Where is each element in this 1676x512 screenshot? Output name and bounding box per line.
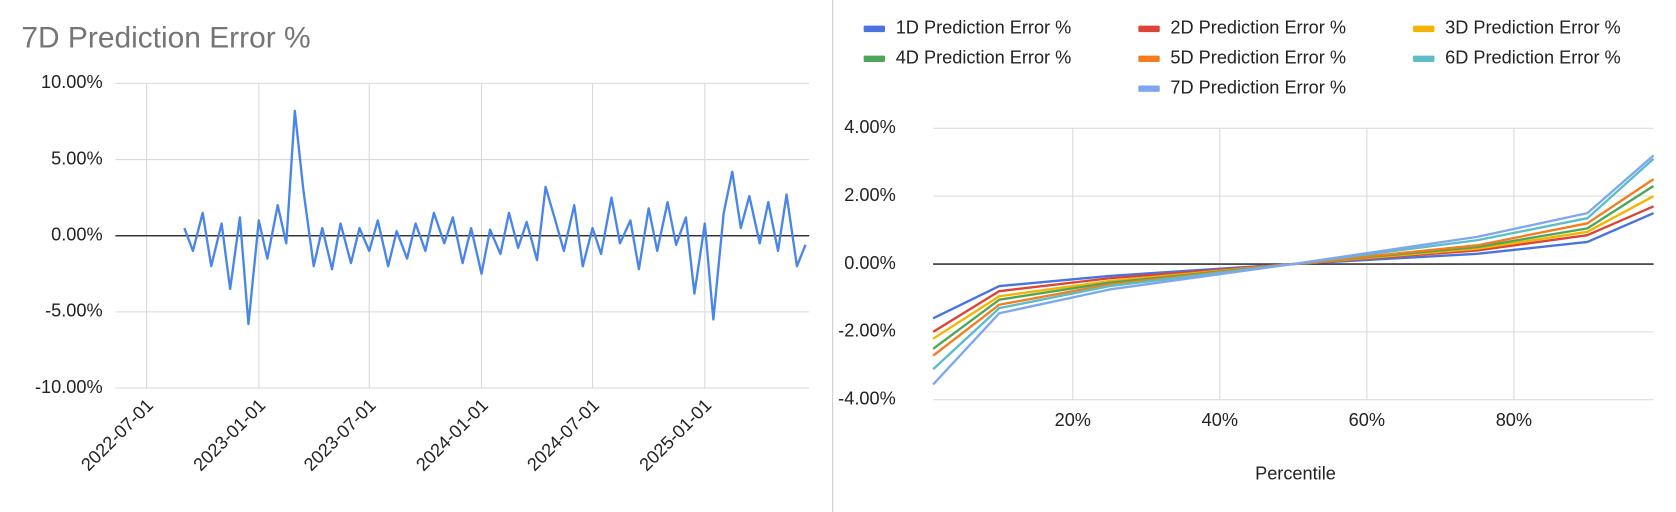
data-line	[932, 205, 1655, 333]
data-line	[183, 109, 807, 326]
x-tick-label: 2023-07-01	[300, 395, 380, 475]
legend-swatch	[863, 55, 886, 62]
legend-swatch	[1138, 55, 1160, 62]
x-tick-label: 40%	[1202, 410, 1238, 430]
y-tick-label: 2.00%	[844, 185, 895, 205]
x-tick-label: 60%	[1349, 410, 1385, 430]
y-tick-label: 5.00%	[51, 148, 102, 168]
y-tick-label: -2.00%	[838, 321, 896, 341]
x-tick-label: 80%	[1496, 410, 1532, 430]
legend-label: 3D Prediction Error %	[1445, 18, 1621, 38]
y-tick-label: -5.00%	[45, 301, 103, 321]
chart-title: 7D Prediction Error %	[21, 21, 310, 54]
y-tick-label: 0.00%	[844, 253, 895, 273]
x-tick-label: 2023-01-01	[189, 395, 269, 475]
legend-swatch	[1138, 85, 1160, 92]
data-line	[932, 184, 1655, 350]
legend-swatch	[1413, 25, 1435, 33]
data-line	[932, 154, 1655, 386]
y-tick-label: 0.00%	[51, 224, 102, 244]
data-line	[932, 195, 1655, 340]
x-tick-label: 2022-07-01	[77, 395, 157, 475]
data-line	[932, 212, 1655, 320]
legend-label: 1D Prediction Error %	[896, 18, 1072, 38]
legend-label: 7D Prediction Error %	[1170, 78, 1346, 98]
legend-label: 6D Prediction Error %	[1445, 48, 1621, 68]
x-tick-label: 20%	[1055, 410, 1091, 430]
legend-label: 4D Prediction Error %	[896, 48, 1072, 68]
legend-swatch	[1138, 25, 1160, 33]
legend-label: 5D Prediction Error %	[1170, 48, 1346, 68]
x-axis-label: Percentile	[1255, 463, 1336, 483]
y-tick-label: 10.00%	[41, 72, 103, 92]
y-tick-label: -10.00%	[35, 377, 103, 397]
y-tick-label: -4.00%	[838, 389, 896, 409]
y-tick-label: 4.00%	[844, 117, 895, 137]
x-tick-label: 2024-07-01	[523, 395, 603, 475]
x-tick-label: 2025-01-01	[635, 395, 715, 475]
legend-swatch	[863, 25, 886, 33]
data-line	[932, 178, 1655, 357]
legend-label: 2D Prediction Error %	[1170, 18, 1346, 38]
legend-swatch	[1413, 55, 1435, 62]
x-tick-label: 2024-01-01	[412, 395, 492, 475]
